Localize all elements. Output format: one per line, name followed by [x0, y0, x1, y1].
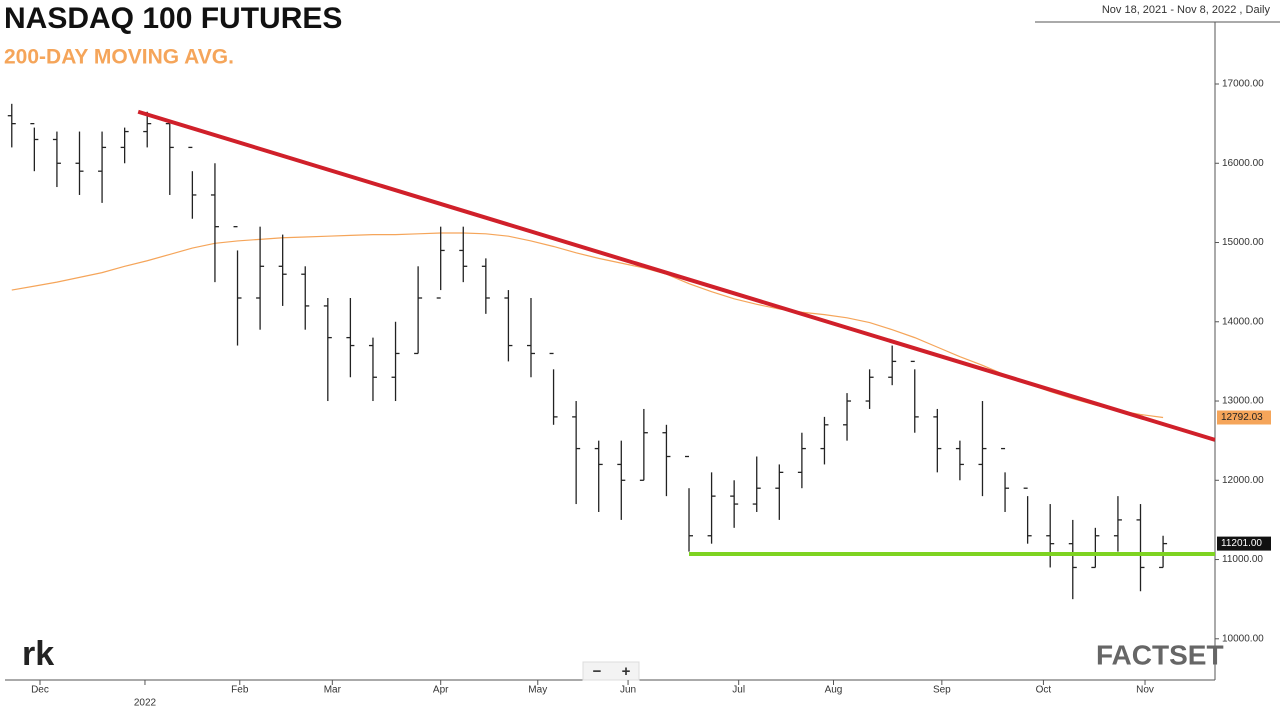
x-tick-label: Jul	[732, 685, 745, 696]
brand: FACTSET	[1096, 639, 1224, 670]
y-tick-label: 16000.00	[1222, 158, 1264, 169]
y-tick-label: 11000.00	[1222, 554, 1263, 565]
x-tick-label: Apr	[433, 685, 449, 696]
x-year-label: 2022	[134, 698, 157, 709]
trendline	[137, 109, 1216, 442]
y-tick-label: 15000.00	[1222, 237, 1264, 248]
x-tick-label: May	[528, 685, 547, 696]
price-tag	[1217, 410, 1271, 425]
x-tick-label: Jun	[620, 685, 636, 696]
price-tag	[1217, 536, 1271, 551]
date-range: Nov 18, 2021 - Nov 8, 2022 , Daily	[1102, 4, 1271, 16]
x-tick-label: Oct	[1036, 685, 1052, 696]
x-tick-label: Dec	[31, 685, 49, 696]
chart-subtitle: 200-DAY MOVING AVG.	[4, 46, 234, 69]
y-tick-label: 13000.00	[1222, 396, 1264, 407]
zoom-in[interactable]: +	[622, 663, 631, 680]
logo: rk	[22, 635, 54, 673]
y-tick-label: 14000.00	[1222, 316, 1264, 327]
zoom-out[interactable]: −	[593, 663, 602, 680]
x-tick-label: Mar	[324, 685, 342, 696]
price-tag-label: 12792.03	[1221, 412, 1263, 423]
x-tick-label: Feb	[231, 685, 249, 696]
y-tick-label: 12000.00	[1222, 475, 1264, 486]
price-tag-label: 11201.00	[1221, 538, 1262, 549]
zoom-bar	[582, 661, 640, 681]
y-tick-label: 17000.00	[1222, 79, 1264, 90]
x-tick-label: Sep	[933, 685, 951, 696]
y-tick-label: 10000.00	[1222, 633, 1264, 644]
moving-average	[11, 232, 1164, 419]
chart-title: NASDAQ 100 FUTURES	[4, 2, 342, 35]
x-tick-label: Aug	[825, 685, 843, 696]
x-tick-label: Nov	[1136, 685, 1154, 696]
